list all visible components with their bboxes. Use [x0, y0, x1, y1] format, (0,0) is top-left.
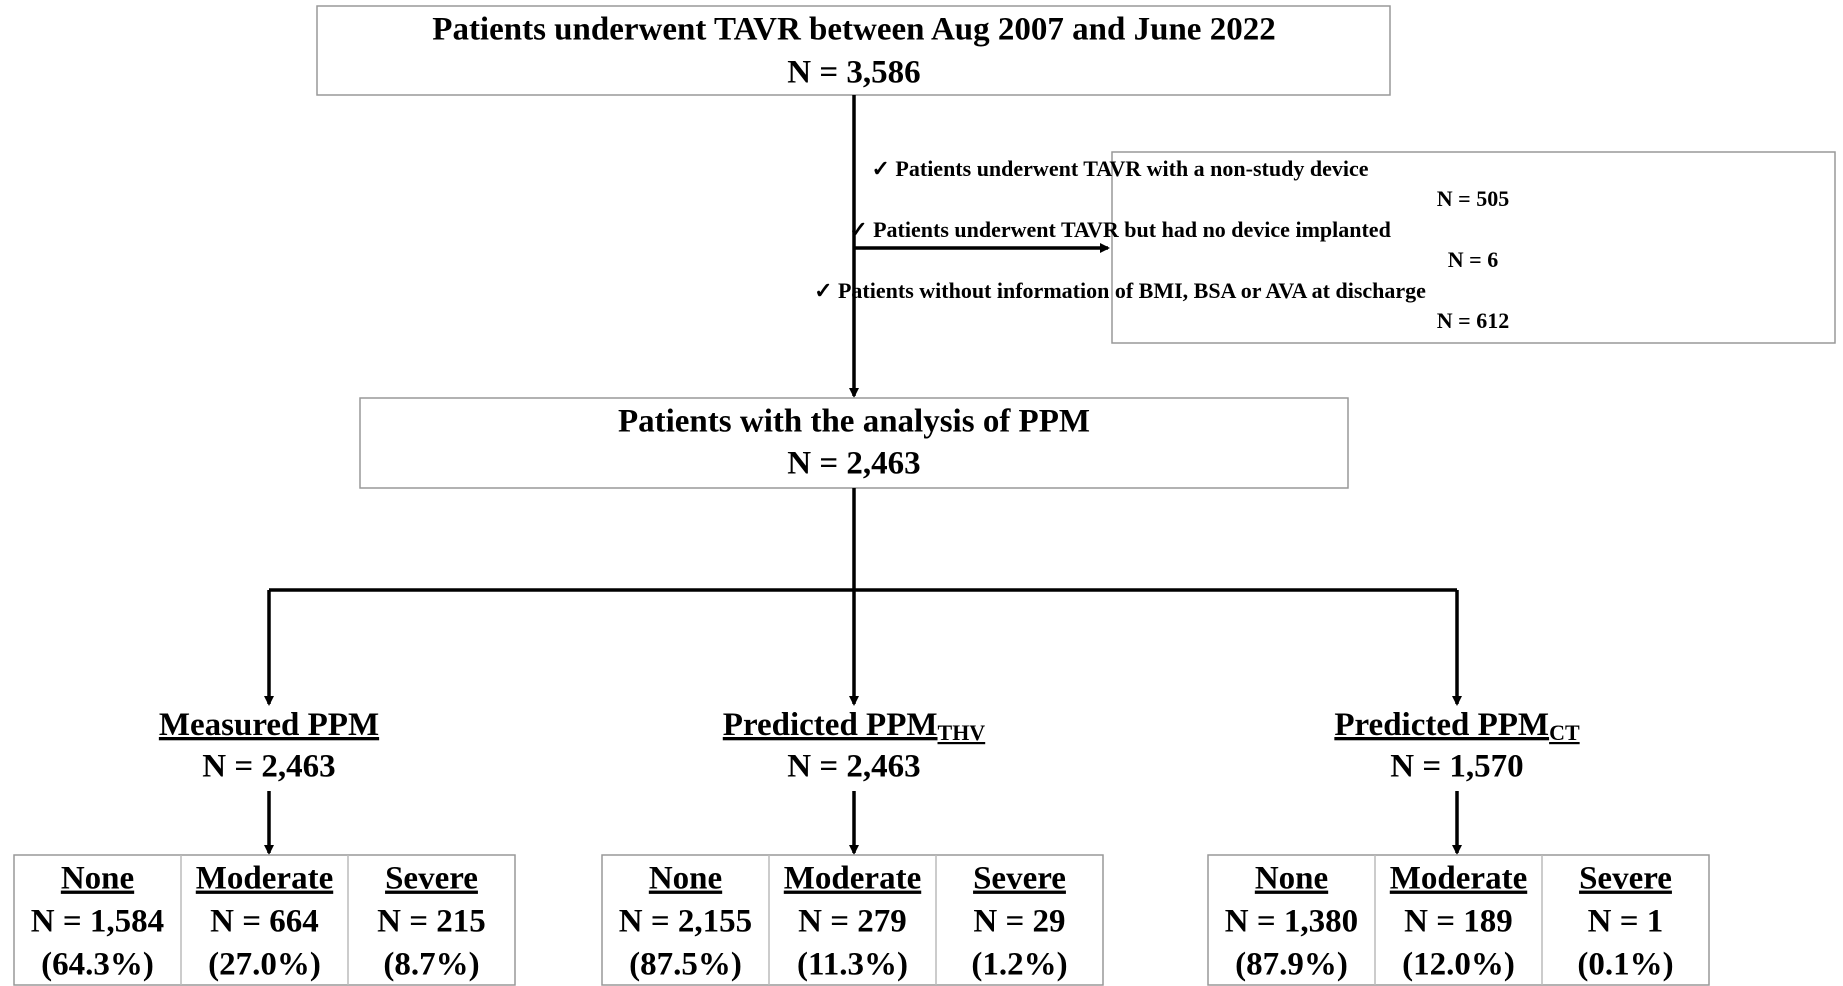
cell-n: N = 215	[377, 904, 486, 940]
top-n: N = 3,586	[787, 55, 920, 91]
group-title-text: Predicted PPM	[1334, 707, 1549, 743]
exclusion-n: N = 505	[1437, 186, 1509, 211]
group-n: N = 1,570	[1390, 749, 1523, 785]
group-title-text: Predicted PPM	[723, 707, 938, 743]
cell-name: Moderate	[196, 861, 333, 897]
cell-pct: (87.9%)	[1235, 947, 1348, 983]
result-box	[601, 854, 1104, 986]
cell-n: N = 1,584	[31, 904, 164, 940]
cell-n: N = 2,155	[619, 904, 752, 940]
cell-n: N = 29	[973, 904, 1065, 940]
cell-pct: (1.2%)	[971, 947, 1067, 983]
exclusion-n: N = 6	[1448, 247, 1498, 272]
group-title: Measured PPM	[159, 707, 379, 743]
dynamic: ✓ Patients underwent TAVR with a non-stu…	[13, 156, 1710, 986]
cell-n: N = 279	[798, 904, 907, 940]
group-title-sub: CT	[1549, 720, 1580, 745]
cell-pct: (11.3%)	[797, 947, 908, 983]
group-n: N = 2,463	[202, 749, 335, 785]
cell-n: N = 1,380	[1225, 904, 1358, 940]
group-title-text: Measured PPM	[159, 707, 379, 743]
cell-pct: (87.5%)	[629, 947, 742, 983]
cell-pct: (27.0%)	[208, 947, 321, 983]
cell-pct: (64.3%)	[41, 947, 154, 983]
cell-name: None	[649, 861, 722, 897]
middle-n: N = 2,463	[787, 446, 920, 482]
group-title-sub: THV	[938, 720, 986, 745]
cell-name: Severe	[973, 861, 1066, 897]
cell-name: Moderate	[784, 861, 921, 897]
exclusion-label: ✓ Patients without information of BMI, B…	[814, 278, 1426, 303]
result-box	[1207, 854, 1710, 986]
cell-name: Severe	[385, 861, 478, 897]
middle-box	[359, 397, 1349, 489]
exclusion-box	[1111, 151, 1836, 344]
top-title: Patients underwent TAVR between Aug 2007…	[432, 12, 1275, 48]
cell-name: None	[1255, 861, 1328, 897]
result-box	[13, 854, 516, 986]
cell-name: Severe	[1579, 861, 1672, 897]
cell-n: N = 664	[210, 904, 319, 940]
group-title: Predicted PPMCT	[1334, 707, 1580, 745]
exclusion-n: N = 612	[1437, 308, 1509, 333]
cell-name: Moderate	[1390, 861, 1527, 897]
exclusion-label: ✓ Patients underwent TAVR but had no dev…	[849, 217, 1391, 242]
middle-title: Patients with the analysis of PPM	[618, 404, 1090, 440]
cell-n: N = 189	[1404, 904, 1513, 940]
cell-pct: (12.0%)	[1402, 947, 1515, 983]
cell-name: None	[61, 861, 134, 897]
group-title: Predicted PPMTHV	[723, 707, 986, 745]
top-box	[316, 5, 1391, 96]
group-n: N = 2,463	[787, 749, 920, 785]
cell-pct: (0.1%)	[1577, 947, 1673, 983]
exclusion-label: ✓ Patients underwent TAVR with a non-stu…	[872, 156, 1369, 181]
cell-n: N = 1	[1588, 904, 1664, 940]
cell-pct: (8.7%)	[383, 947, 479, 983]
